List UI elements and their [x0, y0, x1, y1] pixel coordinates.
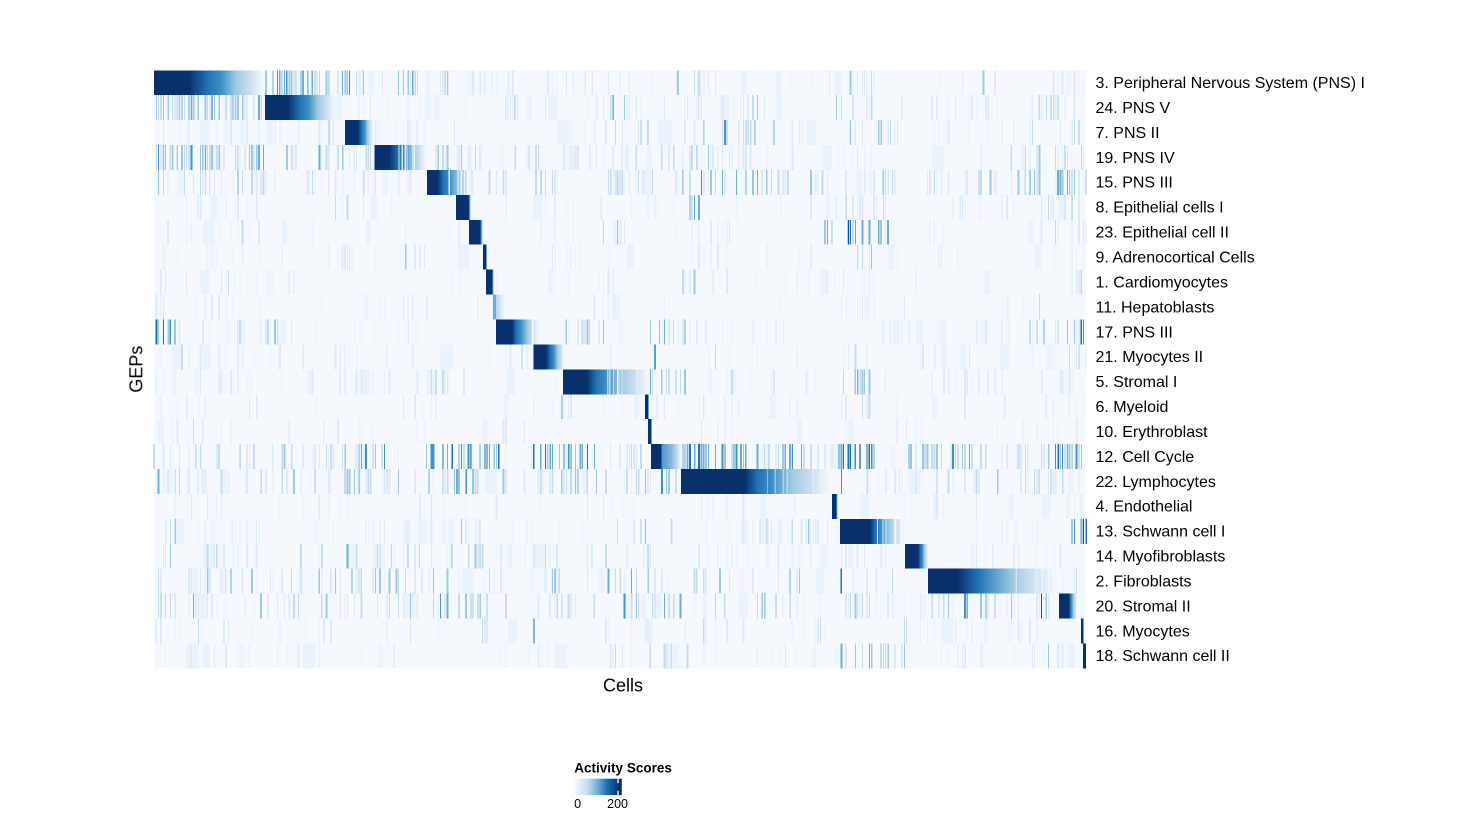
svg-text:GEPs: GEPs	[127, 346, 147, 393]
svg-text:13. Schwann cell I: 13. Schwann cell I	[1096, 524, 1226, 541]
svg-text:24. PNS V: 24. PNS V	[1096, 100, 1171, 117]
svg-text:20. Stromal II: 20. Stromal II	[1096, 598, 1191, 615]
svg-text:23. Epithelial cell II: 23. Epithelial cell II	[1096, 225, 1229, 242]
svg-text:7. PNS II: 7. PNS II	[1096, 125, 1160, 142]
svg-text:11. Hepatoblasts: 11. Hepatoblasts	[1096, 299, 1215, 316]
svg-text:0: 0	[574, 797, 581, 811]
svg-text:4. Endothelial: 4. Endothelial	[1096, 499, 1193, 516]
svg-text:10. Erythroblast: 10. Erythroblast	[1096, 424, 1209, 441]
svg-text:17. PNS III: 17. PNS III	[1096, 324, 1173, 341]
svg-text:22. Lymphocytes: 22. Lymphocytes	[1096, 474, 1216, 491]
svg-text:15. PNS III: 15. PNS III	[1096, 175, 1173, 192]
svg-text:19. PNS IV: 19. PNS IV	[1096, 150, 1175, 167]
svg-text:21. Myocytes II: 21. Myocytes II	[1096, 349, 1204, 366]
svg-text:18. Schwann cell II: 18. Schwann cell II	[1096, 648, 1230, 665]
svg-text:Activity Scores: Activity Scores	[574, 760, 672, 775]
svg-text:3. Peripheral Nervous System (: 3. Peripheral Nervous System (PNS) I	[1096, 75, 1365, 92]
svg-text:6. Myeloid: 6. Myeloid	[1096, 399, 1169, 416]
svg-text:2. Fibroblasts: 2. Fibroblasts	[1096, 574, 1192, 591]
svg-text:14. Myofibroblasts: 14. Myofibroblasts	[1096, 549, 1226, 566]
svg-text:16. Myocytes: 16. Myocytes	[1096, 623, 1190, 640]
svg-text:1. Cardiomyocytes: 1. Cardiomyocytes	[1096, 274, 1229, 291]
svg-text:9. Adrenocortical Cells: 9. Adrenocortical Cells	[1096, 250, 1255, 267]
svg-text:12. Cell Cycle: 12. Cell Cycle	[1096, 449, 1195, 466]
svg-text:Cells: Cells	[603, 676, 643, 696]
svg-text:5. Stromal I: 5. Stromal I	[1096, 374, 1178, 391]
svg-text:8. Epithelial cells I: 8. Epithelial cells I	[1096, 200, 1224, 217]
svg-text:200: 200	[607, 797, 628, 811]
